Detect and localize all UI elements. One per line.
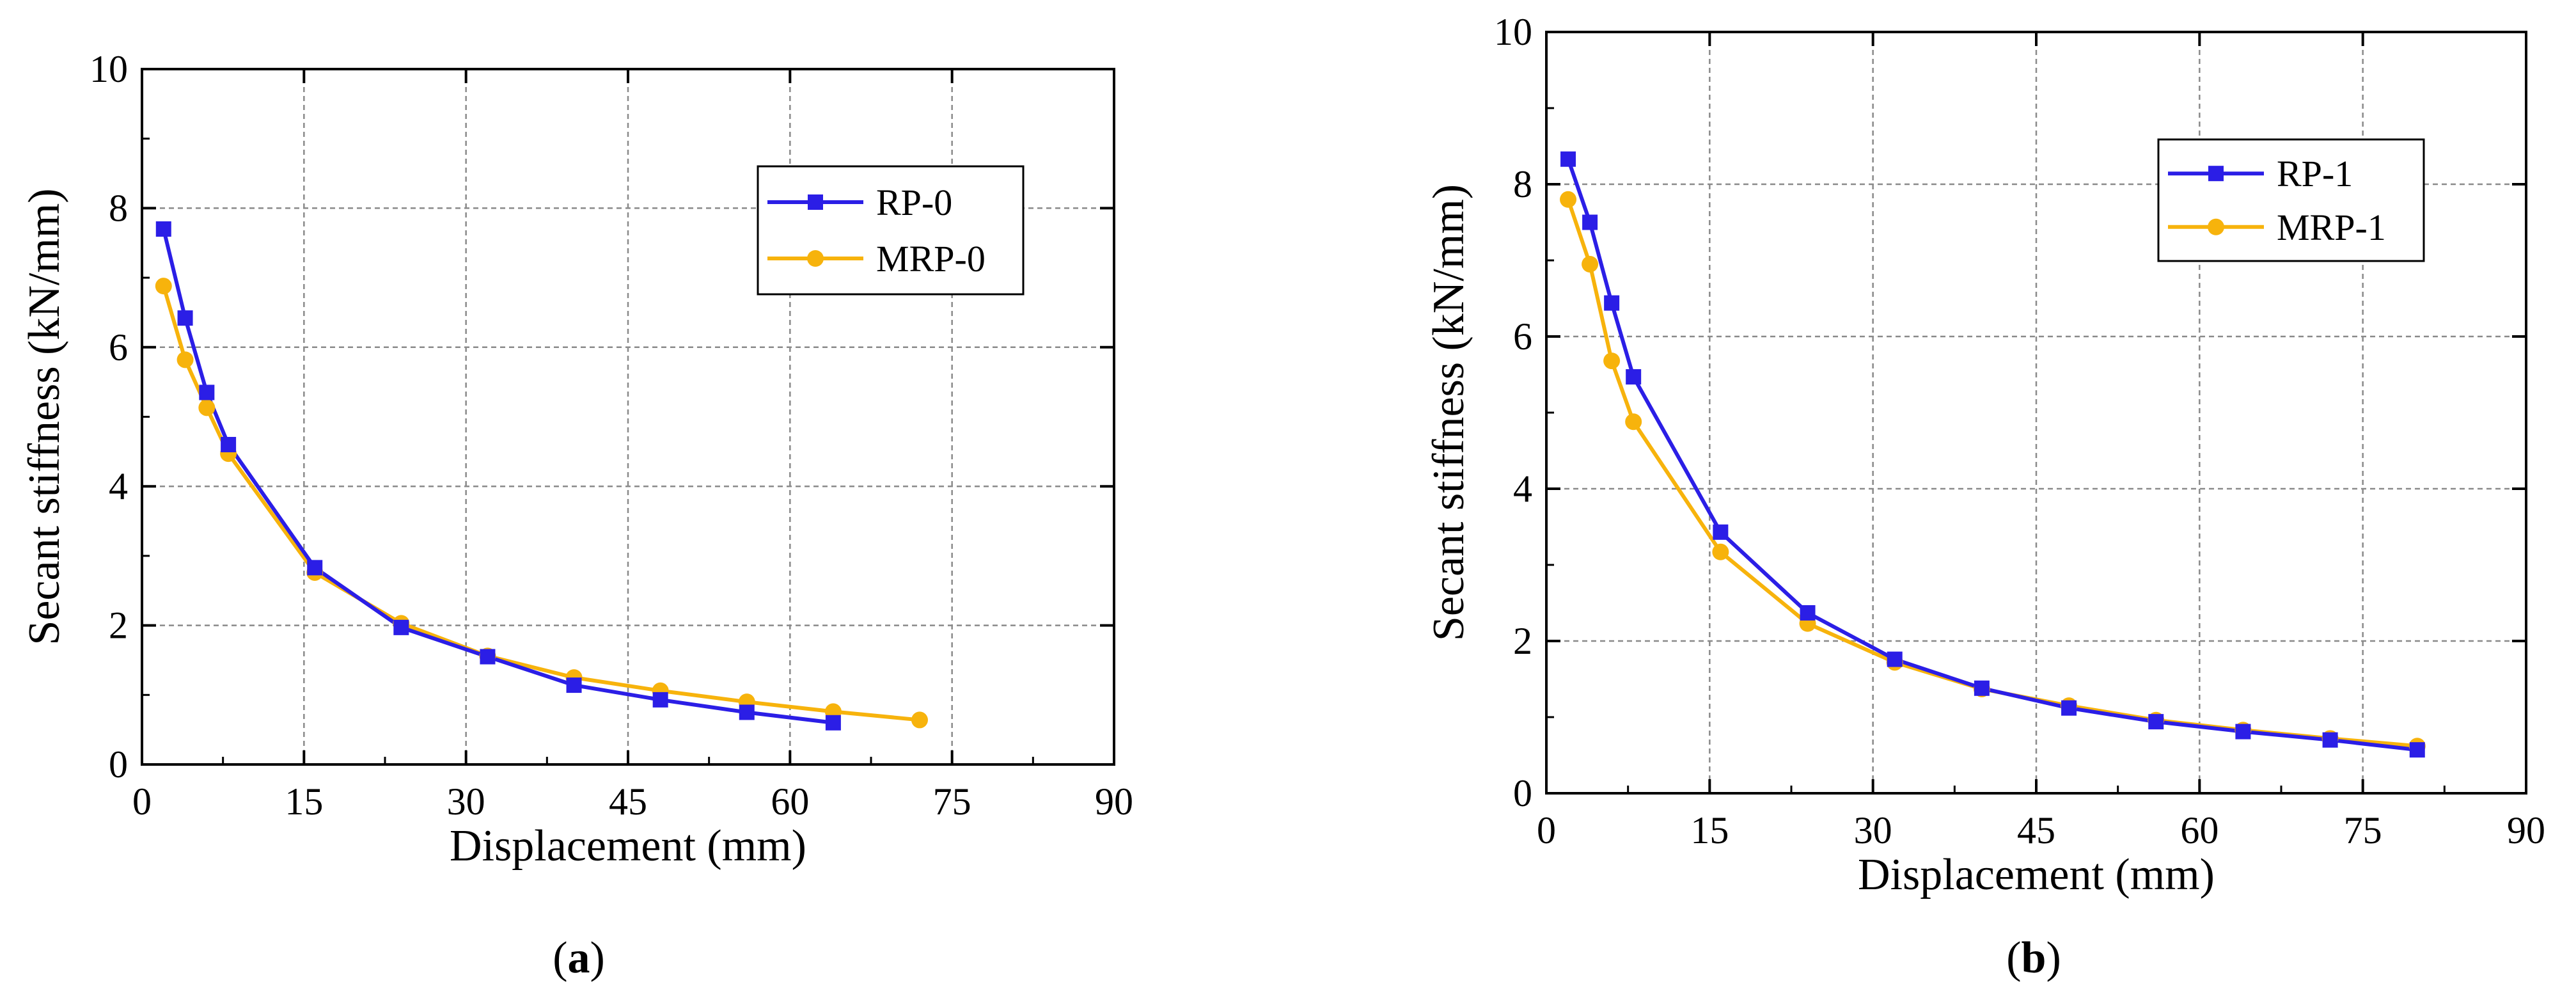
x-tick-label: 15 bbox=[1690, 809, 1729, 851]
data-point-MRP-1 bbox=[1560, 191, 1577, 208]
legend-marker-square bbox=[2208, 166, 2224, 182]
x-tick-labels: 0 15 30 45 60 75 90 bbox=[1537, 809, 2545, 851]
y-tick-labels: 0 2 4 6 8 10 bbox=[1494, 11, 1532, 814]
legend-marker-square bbox=[808, 194, 823, 210]
panel-label-b: (b) bbox=[2006, 933, 2061, 983]
legend: RP-1 MRP-1 bbox=[2157, 138, 2425, 262]
data-point-MRP-1 bbox=[1582, 255, 1599, 273]
legend-marker-circle bbox=[2208, 218, 2224, 235]
x-tick-label: 60 bbox=[771, 780, 809, 823]
legend: RP-0 MRP-0 bbox=[757, 165, 1025, 296]
legend-label-RP-0: RP-0 bbox=[876, 182, 952, 223]
x-tick-label: 15 bbox=[285, 780, 323, 823]
legend-label-MRP-1: MRP-1 bbox=[2277, 207, 2386, 248]
y-tick-labels: 0 2 4 6 8 10 bbox=[90, 48, 128, 786]
axis-ticks bbox=[1545, 31, 2527, 795]
x-tick-labels: 0 15 30 45 60 75 90 bbox=[132, 780, 1133, 823]
data-point-RP-0 bbox=[393, 619, 409, 635]
legend-entry-RP-0: RP-0 bbox=[767, 182, 952, 223]
y-tick-label: 2 bbox=[1513, 620, 1532, 662]
data-point-RP-1 bbox=[2322, 732, 2338, 748]
legend-entry-RP-1: RP-1 bbox=[2168, 153, 2353, 194]
data-point-MRP-1 bbox=[1712, 543, 1729, 560]
y-axis-title: Secant stiffness (kN/mm) bbox=[1424, 184, 1473, 641]
x-tick-label: 45 bbox=[609, 780, 647, 823]
data-point-RP-0 bbox=[307, 560, 323, 576]
data-point-RP-1 bbox=[1626, 369, 1642, 385]
data-point-RP-1 bbox=[1887, 651, 1903, 667]
panel-letter-a: a bbox=[568, 933, 590, 983]
data-point-MRP-0 bbox=[177, 351, 194, 368]
data-point-RP-1 bbox=[2235, 724, 2251, 740]
data-point-MRP-1 bbox=[1625, 413, 1642, 431]
y-tick-label: 6 bbox=[109, 326, 128, 368]
data-point-RP-1 bbox=[1800, 605, 1816, 621]
data-point-RP-1 bbox=[1560, 151, 1576, 167]
data-point-RP-0 bbox=[199, 384, 215, 400]
data-point-MRP-1 bbox=[1603, 352, 1621, 370]
x-tick-label: 30 bbox=[1854, 809, 1892, 851]
panel-letter-b: b bbox=[2022, 933, 2046, 983]
data-point-RP-0 bbox=[480, 649, 496, 665]
y-tick-label: 8 bbox=[109, 187, 128, 229]
y-axis-title: Secant stiffness (kN/mm) bbox=[20, 188, 69, 645]
y-tick-label: 0 bbox=[1513, 772, 1532, 814]
data-point-RP-1 bbox=[1974, 680, 1990, 696]
x-tick-label: 75 bbox=[2344, 809, 2382, 851]
data-point-RP-1 bbox=[1582, 214, 1598, 230]
data-point-MRP-0 bbox=[155, 278, 172, 295]
legend-box bbox=[757, 165, 1025, 296]
series-line-MRP-0 bbox=[161, 285, 920, 722]
series-line-MRP-1 bbox=[1566, 198, 2418, 748]
data-point-RP-0 bbox=[177, 310, 193, 326]
data-point-RP-0 bbox=[739, 704, 755, 720]
legend-label-RP-1: RP-1 bbox=[2277, 153, 2353, 194]
y-tick-label: 10 bbox=[1494, 11, 1532, 53]
data-point-RP-0 bbox=[652, 692, 668, 708]
series-lines bbox=[161, 228, 920, 725]
panel-label-a: (a) bbox=[553, 933, 605, 983]
data-point-RP-0 bbox=[155, 221, 171, 237]
x-axis-title: Displacement (mm) bbox=[450, 821, 806, 871]
x-tick-label: 90 bbox=[1095, 780, 1133, 823]
legend-entry-MRP-1: MRP-1 bbox=[2168, 207, 2386, 248]
data-point-MRP-0 bbox=[911, 711, 928, 729]
y-tick-label: 10 bbox=[90, 48, 128, 90]
x-tick-label: 75 bbox=[933, 780, 971, 823]
data-point-RP-1 bbox=[1604, 295, 1620, 311]
legend-box bbox=[2157, 138, 2425, 262]
data-point-RP-1 bbox=[1713, 524, 1729, 540]
data-markers bbox=[155, 221, 928, 731]
data-point-RP-0 bbox=[221, 436, 237, 452]
axis-ticks bbox=[141, 68, 1115, 766]
data-point-RP-1 bbox=[2409, 742, 2425, 758]
data-markers bbox=[1560, 151, 2426, 758]
series-line-RP-0 bbox=[161, 228, 834, 725]
legend-marker-circle bbox=[807, 250, 824, 267]
x-tick-label: 45 bbox=[2017, 809, 2055, 851]
x-tick-label: 30 bbox=[447, 780, 485, 823]
y-tick-label: 4 bbox=[1513, 468, 1532, 510]
legend-label-MRP-0: MRP-0 bbox=[876, 238, 986, 280]
data-point-MRP-0 bbox=[198, 399, 216, 416]
y-tick-label: 2 bbox=[109, 605, 128, 647]
x-tick-label: 0 bbox=[1537, 809, 1556, 851]
y-tick-label: 6 bbox=[1513, 315, 1532, 358]
y-tick-label: 4 bbox=[109, 465, 128, 507]
y-tick-label: 0 bbox=[109, 743, 128, 786]
x-tick-label: 90 bbox=[2507, 809, 2545, 851]
x-tick-label: 0 bbox=[132, 780, 152, 823]
x-tick-label: 60 bbox=[2180, 809, 2219, 851]
legend-entry-MRP-0: MRP-0 bbox=[767, 238, 986, 280]
y-tick-label: 8 bbox=[1513, 163, 1532, 205]
data-point-RP-1 bbox=[2061, 700, 2077, 716]
x-axis-title: Displacement (mm) bbox=[1858, 850, 2215, 899]
data-point-RP-1 bbox=[2148, 714, 2164, 730]
data-point-RP-0 bbox=[566, 677, 582, 693]
data-point-RP-0 bbox=[825, 715, 841, 731]
